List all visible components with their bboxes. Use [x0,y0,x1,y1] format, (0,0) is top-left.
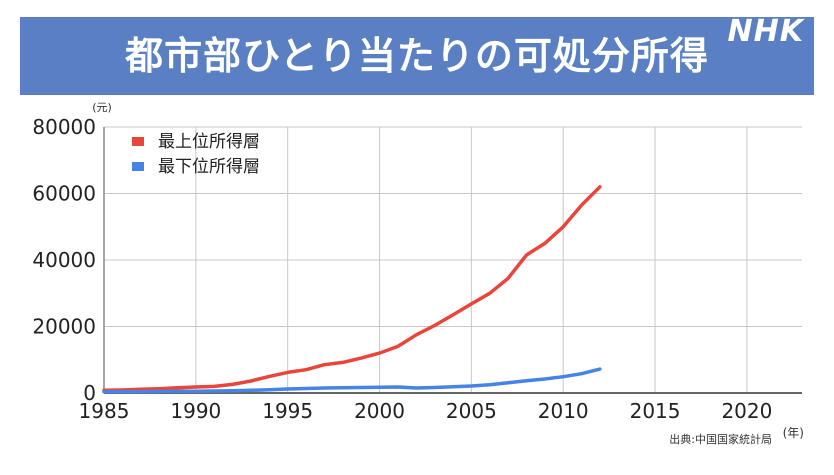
legend-swatch-1 [132,137,144,146]
gridlines [103,126,802,393]
x-tick-label: 1985 [79,399,130,423]
y-tick-label: 60000 [32,182,96,206]
title-banner: 都市部ひとり当たりの可処分所得 NHK [20,14,814,95]
x-tick-label: 1995 [262,399,313,423]
y-tick-label: 0 [83,381,96,405]
x-tick-label: 2005 [446,399,497,423]
series-line-1 [102,185,602,393]
x-tick-label: 2015 [630,399,681,423]
legend-label-1: 最上位所得層 [158,132,260,152]
y-unit-label: (元) [92,101,112,114]
axes [103,127,802,394]
series-line-2 [102,367,602,394]
x-unit-label: (年) [783,426,804,440]
series-lines [102,185,602,394]
x-tick-label: 2000 [354,399,405,423]
y-tick-label: 40000 [32,248,96,272]
legend-label-2: 最下位所得層 [158,157,260,177]
nhk-logo: NHK [727,14,804,49]
x-tick-label: 2010 [538,399,589,423]
y-tick-label: 20000 [32,315,96,339]
x-tick-label: 1990 [170,399,221,423]
source-note: 出典:中国国家統計局 [669,432,772,446]
chart-title: 都市部ひとり当たりの可処分所得 [125,34,709,78]
legend-swatch-2 [132,162,144,171]
tick-labels: 1985 1990 1995 2000 2005 2010 2015 2020 0 20000 40… [32,101,804,446]
line-chart: 最上位所得層 最下位所得層 1985 1990 1995 2000 2005 2010 201… [20,95,814,463]
y-tick-label: 80000 [32,115,96,139]
x-tick-label: 2020 [721,399,772,423]
